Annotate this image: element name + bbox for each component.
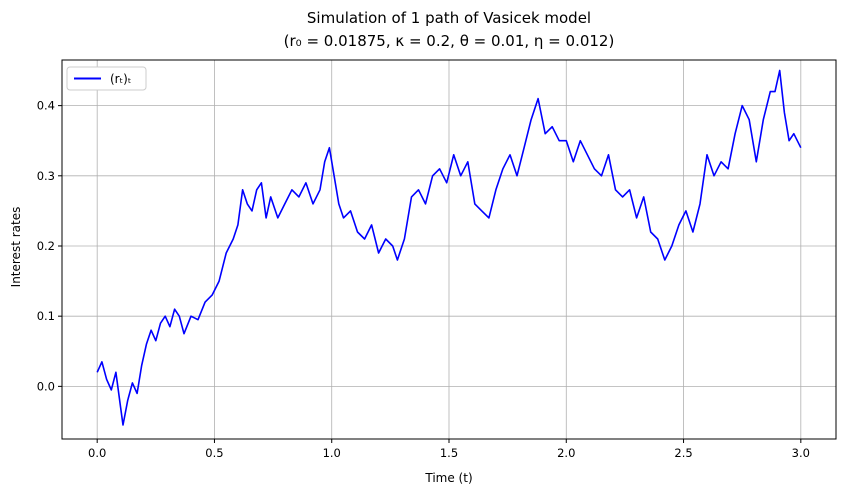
x-tick-label: 0.0 — [88, 446, 106, 460]
x-tick-label: 2.5 — [674, 446, 692, 460]
series-line — [96, 69, 802, 426]
x-tick-label: 1.0 — [323, 446, 341, 460]
legend-box — [66, 66, 147, 91]
y-axis-label: Interest rates — [9, 207, 23, 288]
y-tick-label: 0.2 — [37, 239, 55, 253]
ticks: 0.0 0.5 1.0 1.5 2.0 2.5 3.0 0.0 0.1 0.2 0.3 0.4 — [37, 99, 810, 460]
y-tick-label: 0.3 — [37, 169, 55, 183]
x-tick-label: 2.0 — [557, 446, 575, 460]
y-tick-label: 0.1 — [37, 309, 55, 323]
legend-label: (rₜ)ₜ — [110, 72, 131, 86]
chart-subtitle: (r₀ = 0.01875, κ = 0.2, θ = 0.01, η = 0.… — [284, 32, 615, 50]
plot-area — [96, 69, 802, 426]
grid — [62, 60, 836, 439]
y-tick-label: 0.4 — [37, 99, 55, 113]
legend: (rₜ)ₜ — [66, 66, 147, 91]
chart-title: Simulation of 1 path of Vasicek model — [307, 9, 591, 27]
x-tick-label: 0.5 — [205, 446, 223, 460]
x-axis-label: Time (t) — [424, 471, 472, 485]
x-tick-label: 1.5 — [440, 446, 458, 460]
y-tick-label: 0.0 — [37, 379, 55, 393]
x-tick-label: 3.0 — [792, 446, 810, 460]
